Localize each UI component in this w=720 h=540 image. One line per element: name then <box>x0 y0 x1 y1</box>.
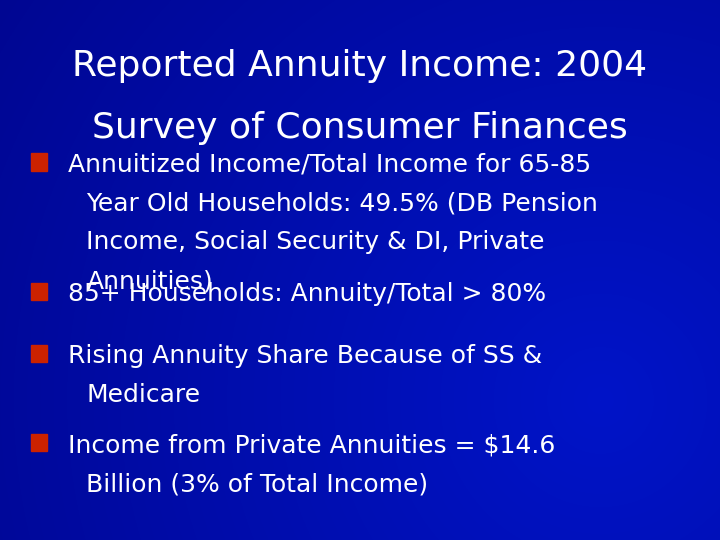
Text: Rising Annuity Share Because of SS &: Rising Annuity Share Because of SS & <box>68 345 543 368</box>
Bar <box>31 153 47 171</box>
Text: Medicare: Medicare <box>86 383 201 407</box>
Text: Billion (3% of Total Income): Billion (3% of Total Income) <box>86 472 428 496</box>
Bar <box>31 434 47 451</box>
Text: Annuitized Income/Total Income for 65-85: Annuitized Income/Total Income for 65-85 <box>68 153 592 177</box>
Bar <box>31 283 47 300</box>
Text: Reported Annuity Income: 2004: Reported Annuity Income: 2004 <box>73 49 647 83</box>
Text: Survey of Consumer Finances: Survey of Consumer Finances <box>92 111 628 145</box>
Text: Income, Social Security & DI, Private: Income, Social Security & DI, Private <box>86 231 545 254</box>
Text: Year Old Households: 49.5% (DB Pension: Year Old Households: 49.5% (DB Pension <box>86 192 598 215</box>
Text: 85+ Households: Annuity/Total > 80%: 85+ Households: Annuity/Total > 80% <box>68 282 546 306</box>
Text: Income from Private Annuities = $14.6: Income from Private Annuities = $14.6 <box>68 434 556 457</box>
Bar <box>31 345 47 362</box>
Text: Annuities): Annuities) <box>86 269 213 293</box>
